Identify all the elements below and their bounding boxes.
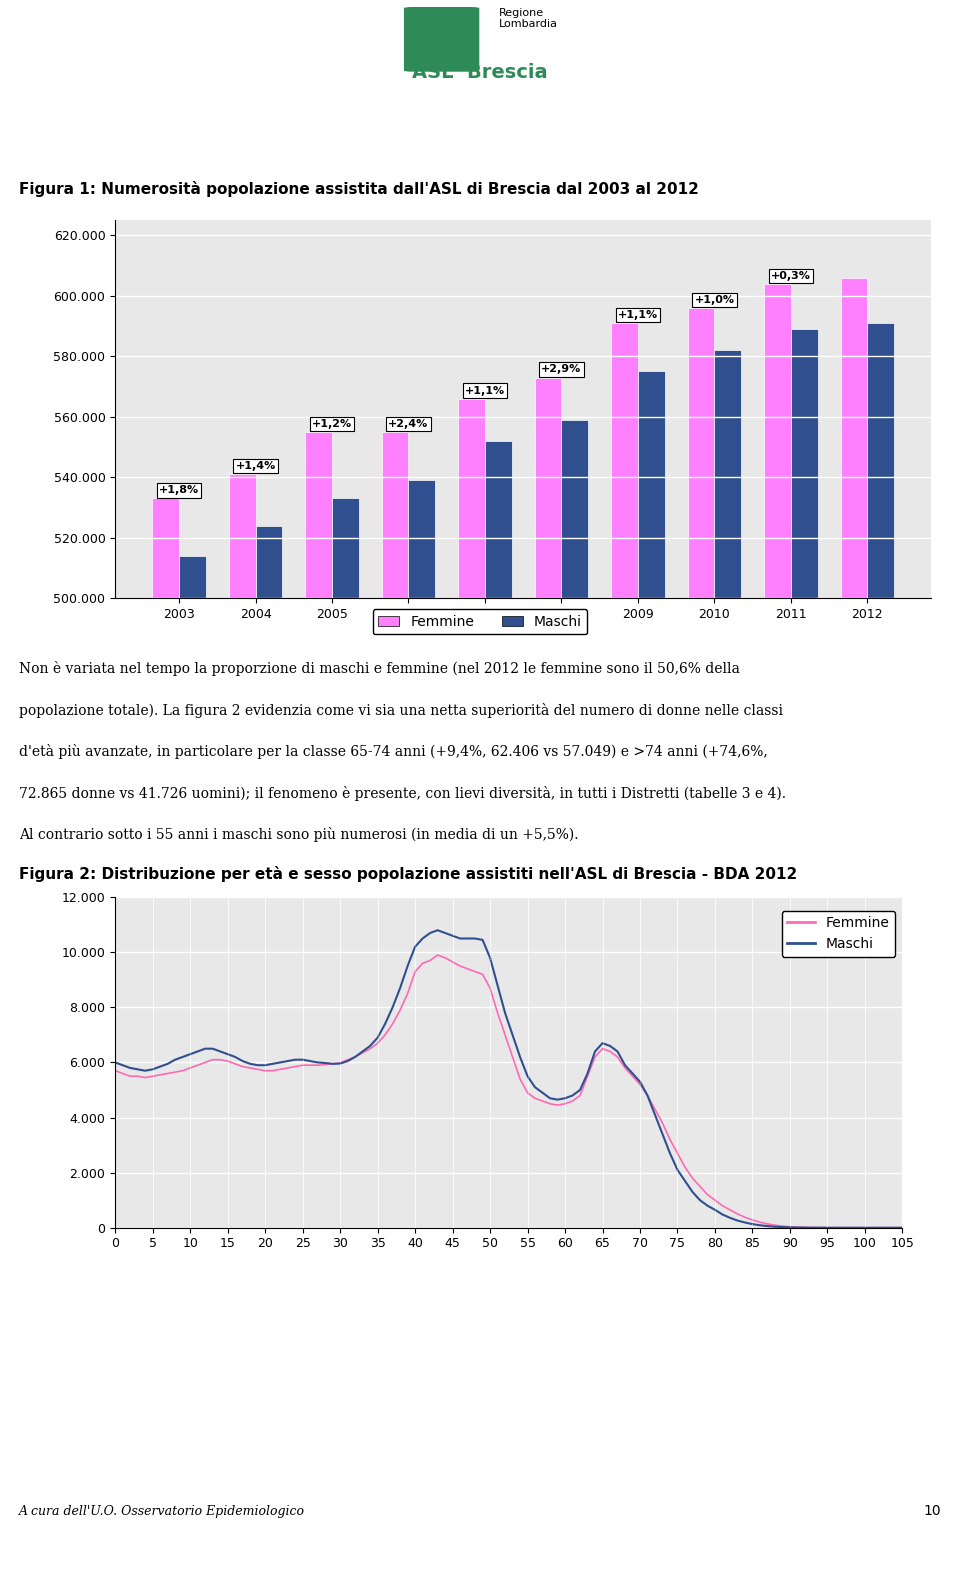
Legend: Femmine, Maschi: Femmine, Maschi	[781, 911, 896, 957]
Text: Regione
Lombardia: Regione Lombardia	[499, 8, 558, 30]
Bar	[153, 499, 180, 1574]
Text: A cura dell'U.O. Osservatorio Epidemiologico: A cura dell'U.O. Osservatorio Epidemiolo…	[19, 1505, 305, 1517]
Text: +2,9%: +2,9%	[541, 365, 582, 375]
Text: +1,4%: +1,4%	[235, 461, 276, 471]
Bar	[228, 474, 255, 1574]
Text: +1,2%: +1,2%	[312, 419, 352, 428]
Text: Figura 2: Distribuzione per età e sesso popolazione assistiti nell'ASL di Bresci: Figura 2: Distribuzione per età e sesso …	[19, 866, 798, 881]
Text: +1,1%: +1,1%	[465, 386, 505, 395]
Bar	[612, 323, 637, 1574]
Bar	[687, 309, 714, 1574]
Text: Non è variata nel tempo la proporzione di maschi e femmine (nel 2012 le femmine : Non è variata nel tempo la proporzione d…	[19, 661, 740, 677]
Text: Figura 1: Numerosità popolazione assistita dall'ASL di Brescia dal 2003 al 2012: Figura 1: Numerosità popolazione assisti…	[19, 181, 699, 197]
Text: Al contrario sotto i 55 anni i maschi sono più numerosi (in media di un +5,5%).: Al contrario sotto i 55 anni i maschi so…	[19, 828, 579, 842]
Text: +1,0%: +1,0%	[694, 294, 734, 305]
Text: popolazione totale). La figura 2 evidenzia come vi sia una netta superiorità del: popolazione totale). La figura 2 evidenz…	[19, 702, 783, 718]
Bar	[458, 398, 485, 1574]
Text: ASL  Brescia: ASL Brescia	[412, 63, 548, 82]
Text: +1,1%: +1,1%	[618, 310, 658, 320]
FancyBboxPatch shape	[403, 6, 480, 72]
Bar	[764, 283, 791, 1574]
Bar	[255, 526, 282, 1574]
Bar	[637, 371, 664, 1574]
Bar	[382, 431, 409, 1574]
Text: +2,4%: +2,4%	[389, 419, 428, 428]
Bar	[867, 323, 894, 1574]
Text: 72.865 donne vs 41.726 uomini); il fenomeno è presente, con lievi diversità, in : 72.865 donne vs 41.726 uomini); il fenom…	[19, 785, 786, 801]
Bar	[562, 420, 588, 1574]
Bar	[535, 378, 562, 1574]
Bar	[485, 441, 512, 1574]
Text: d'età più avanzate, in particolare per la classe 65-74 anni (+9,4%, 62.406 vs 57: d'età più avanzate, in particolare per l…	[19, 745, 768, 759]
Bar	[841, 277, 867, 1574]
Bar	[332, 499, 359, 1574]
Bar	[305, 431, 332, 1574]
Text: 10: 10	[924, 1505, 941, 1517]
Bar	[714, 351, 741, 1574]
Text: +0,3%: +0,3%	[771, 271, 811, 280]
Bar	[180, 556, 205, 1574]
Bar	[409, 480, 435, 1574]
Text: +1,8%: +1,8%	[159, 485, 199, 496]
Legend: Femmine, Maschi: Femmine, Maschi	[372, 609, 588, 634]
Bar	[791, 329, 818, 1574]
